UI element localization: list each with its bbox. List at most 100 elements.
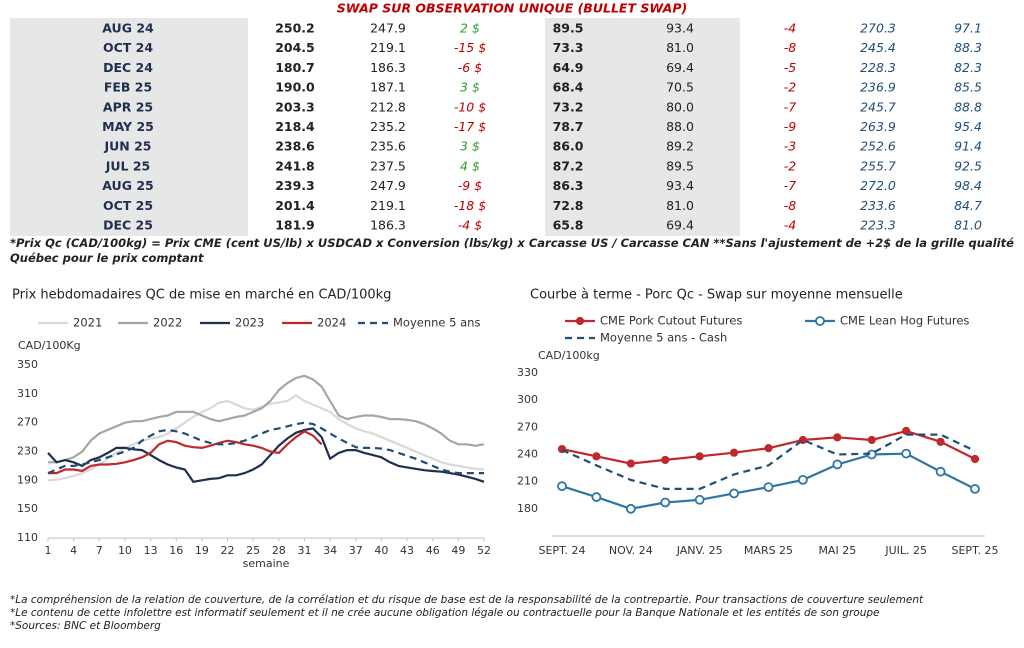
x-tick-label: 34: [323, 544, 337, 557]
table-cell: 245.7: [860, 99, 896, 114]
y-tick-label: 310: [17, 387, 38, 400]
table-cell: 180.7: [275, 60, 315, 75]
legend-label: Moyenne 5 ans: [393, 316, 480, 330]
legend-label: 2022: [153, 316, 182, 330]
table-cell: 247.9: [370, 21, 406, 36]
point: [660, 497, 671, 508]
table-cell: -2: [784, 80, 797, 95]
table-cell: 186.3: [370, 218, 406, 233]
table-cell: 78.7: [553, 119, 584, 134]
table-cell: 263.9: [860, 119, 896, 134]
table-cell: 86.0: [553, 139, 584, 154]
table-cell: 212.8: [370, 99, 406, 114]
label-column-bg: [10, 18, 248, 236]
y-tick-label: 210: [517, 475, 538, 488]
table-cell: -7: [784, 178, 797, 193]
table-cell: 235.2: [370, 119, 406, 134]
table-note: *Prix Qc (CAD/100kg) = Prix CME (cent US…: [10, 236, 1014, 265]
point: [591, 492, 602, 502]
table-cell: 69.4: [666, 218, 694, 233]
table-cell: 81.0: [666, 198, 694, 213]
x-tick-label: JUIL. 25: [884, 544, 927, 557]
table-cell: 82.3: [954, 60, 982, 75]
table-cell: 4 $: [460, 158, 480, 173]
table-cell: -7: [784, 99, 797, 114]
y-tick-label: 190: [17, 473, 38, 486]
table-cell: DEC 24: [103, 60, 153, 75]
point: [833, 433, 842, 442]
table-cell: -6 $: [458, 60, 482, 75]
chart-title: Prix hebdomadaires QC de mise en marché …: [12, 288, 391, 303]
point: [763, 482, 774, 493]
point: [902, 426, 911, 436]
table-cell: 70.5: [666, 80, 694, 95]
table-cell: 190.0: [275, 80, 315, 95]
table-cell: 92.5: [954, 158, 982, 173]
table-title: SWAP SUR OBSERVATION UNIQUE (BULLET SWAP…: [337, 1, 687, 16]
point: [729, 488, 739, 499]
table-cell: 3 $: [460, 139, 480, 154]
y-tick-label: 180: [517, 502, 538, 515]
y-axis-label: CAD/100Kg: [18, 339, 81, 352]
x-tick-label: SEPT. 24: [539, 544, 586, 557]
table-cell: 89.5: [553, 21, 584, 36]
series-line: [47, 393, 485, 482]
footer-line: *Sources: BNC et Bloomberg: [10, 620, 161, 632]
table-cell: APR 25: [103, 99, 153, 114]
series-line: [48, 374, 485, 464]
table-cell: 181.9: [275, 218, 315, 233]
table-cell: 239.3: [275, 178, 315, 193]
x-tick-label: 19: [195, 544, 209, 557]
legend-label: 2021: [73, 316, 102, 330]
table-cell: 186.3: [370, 60, 406, 75]
y-tick-label: 270: [517, 420, 538, 433]
table-cell: JUL 25: [105, 158, 151, 173]
x-tick-label: 28: [272, 544, 286, 557]
point: [970, 484, 980, 494]
table-cell: 252.6: [860, 139, 896, 154]
point: [625, 503, 636, 514]
x-tick-label: SEPT. 25: [952, 544, 999, 557]
x-tick-label: MARS 25: [744, 544, 793, 557]
point: [557, 481, 567, 492]
table-cell: 88.8: [954, 99, 982, 114]
table-cell: 219.1: [370, 198, 406, 213]
table-cell: 89.2: [666, 139, 694, 154]
table-cell: 88.3: [954, 40, 982, 55]
x-tick-label: 37: [349, 544, 363, 557]
table-cell: OCT 24: [103, 40, 153, 55]
table-cell: 69.4: [666, 60, 694, 75]
x-tick-label: 7: [96, 544, 103, 557]
table-cell: -2: [784, 158, 797, 173]
point: [729, 448, 739, 457]
point: [592, 452, 601, 461]
table-cell: 204.5: [275, 40, 315, 55]
table-cell: 97.1: [954, 21, 982, 36]
table-cell: 236.9: [860, 80, 896, 95]
point: [936, 437, 945, 446]
table-cell: 3 $: [460, 80, 480, 95]
y-tick-label: 330: [517, 366, 538, 379]
table-cell: 84.7: [954, 198, 982, 213]
point: [867, 435, 876, 445]
table-cell: 93.4: [666, 178, 694, 193]
legend-label: CME Pork Cutout Futures: [600, 314, 742, 328]
table-cell: 95.4: [954, 119, 982, 134]
footer-line: *La compréhension de la relation de couv…: [10, 594, 924, 606]
table-cell: 270.3: [860, 21, 896, 36]
table-cell: 89.5: [666, 158, 694, 173]
y-tick-label: 240: [517, 448, 538, 461]
table-cell: AUG 25: [102, 178, 153, 193]
series-line: [561, 433, 976, 490]
table-cell: 86.3: [553, 178, 584, 193]
table-cell: 245.4: [860, 40, 896, 55]
x-tick-label: 46: [426, 544, 440, 557]
table-cell: 93.4: [666, 21, 694, 36]
footer-line: *Le contenu de cette infolettre est info…: [10, 607, 880, 619]
table-cell: 73.3: [553, 40, 584, 55]
table-cell: 247.9: [370, 178, 406, 193]
table-cell: 87.2: [553, 158, 584, 173]
table-cell: -4: [784, 218, 797, 233]
